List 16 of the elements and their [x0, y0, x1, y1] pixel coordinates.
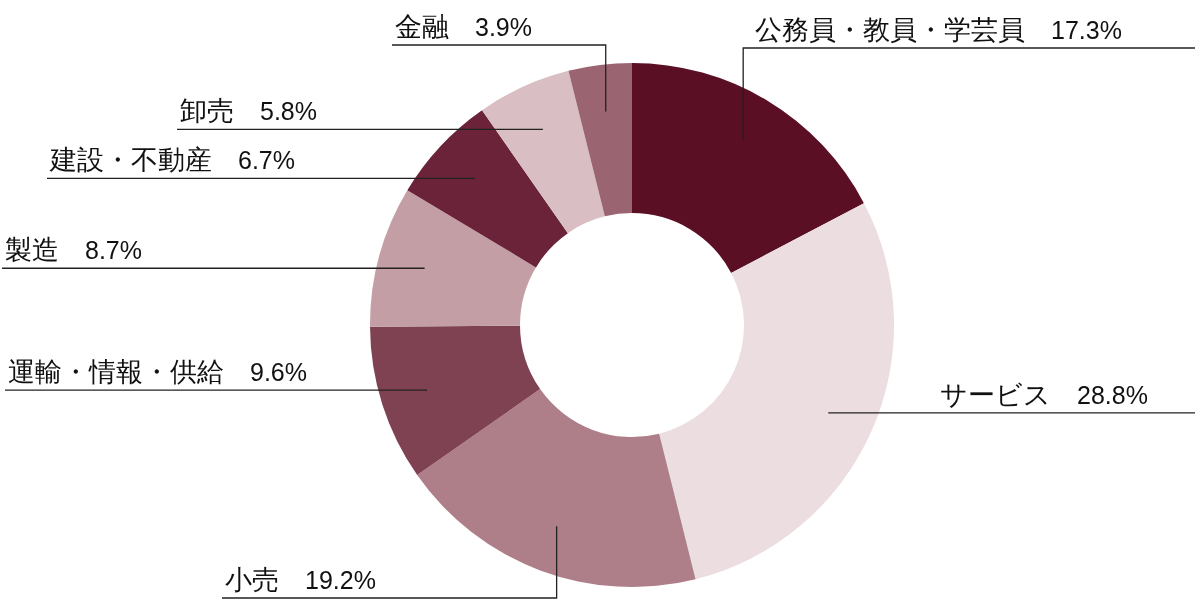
- data-label: 28.8%: [1077, 380, 1148, 409]
- data-label: 5.8%: [260, 97, 317, 126]
- slice-label: 建設・不動産: [49, 145, 212, 176]
- slice-label: 運輸・情報・供給: [8, 357, 224, 388]
- slice-label: 製造: [5, 235, 59, 266]
- slice-label: 卸売: [180, 96, 234, 127]
- data-label: 17.3%: [1051, 16, 1122, 44]
- data-label: 9.6%: [250, 358, 307, 387]
- data-label: 6.7%: [238, 146, 295, 175]
- slice-label: 公務員・教員・学芸員: [755, 15, 1025, 45]
- data-label: 3.9%: [475, 13, 532, 41]
- slice-label: 金融: [395, 12, 449, 42]
- data-label: 19.2%: [305, 566, 376, 594]
- slice-label: サービス: [940, 379, 1051, 410]
- data-label: 8.7%: [85, 236, 142, 265]
- slice-label: 小売: [225, 565, 279, 595]
